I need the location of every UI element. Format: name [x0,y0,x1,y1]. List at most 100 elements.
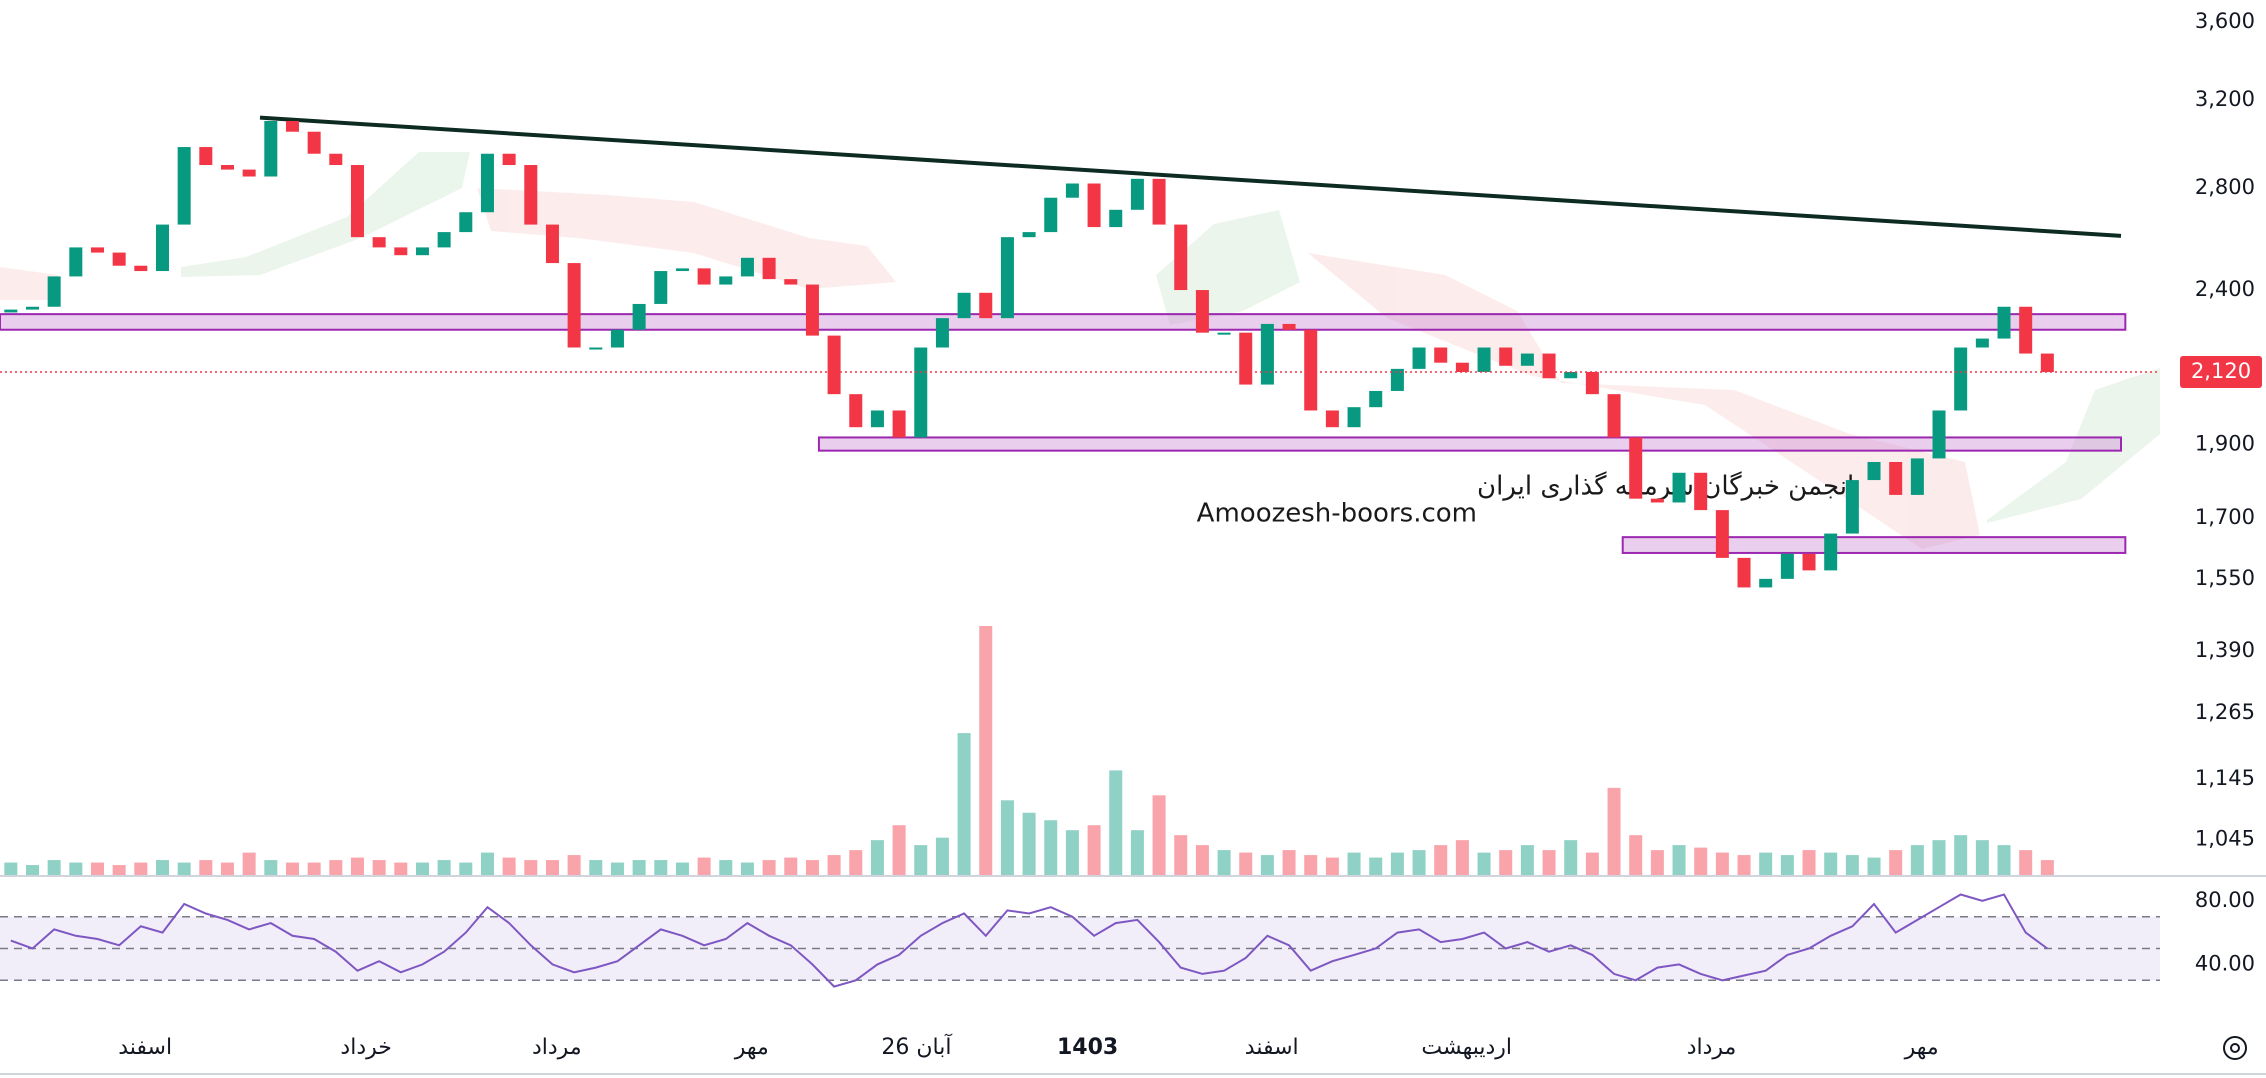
candle [1845,480,1859,534]
candle [1369,390,1383,408]
volume-bar [2040,860,2054,875]
volume-bar [567,855,581,875]
volume-bar [90,862,104,875]
candle [2019,306,2033,354]
volume-bar [1585,852,1599,875]
volume-bar [480,852,494,875]
candle [1564,371,1578,379]
candle [892,410,906,438]
x-tick-label: مرداد [1687,1035,1737,1060]
volume-bar [524,860,538,875]
icon-ring[interactable] [2223,1036,2247,1060]
candle [1672,472,1686,503]
candle [1434,347,1448,363]
icon-core[interactable] [2230,1043,2240,1053]
candle [1867,461,1881,481]
x-tick-label: مرداد [532,1035,582,1060]
candle [1109,209,1123,228]
rsi-line [10,893,2048,988]
volume-bar [264,860,278,875]
volume-bar [632,860,646,875]
y-tick-label: 1,145 [2195,766,2255,790]
volume-bar [957,733,971,875]
candle [1217,332,1231,335]
candle [1910,458,1924,495]
volume-bar [220,862,234,875]
volume-bar [1824,852,1838,875]
settings-icon[interactable] [2223,1036,2247,1060]
volume-bar [1109,770,1123,875]
candle [264,120,278,177]
candle [155,224,169,272]
volume-bar [1130,830,1144,875]
candle [1195,290,1209,333]
candle [437,232,451,248]
candle [1499,347,1513,366]
volume-bar [1759,852,1773,875]
volume-bar [285,862,299,875]
candle [719,276,733,285]
volume-bar [805,860,819,875]
volume-bar [69,862,83,875]
volume-bar [415,862,429,875]
volume-bar [1607,787,1621,875]
volume-bar [1802,850,1816,875]
candle [1954,347,1968,411]
volume-bar [1715,852,1729,875]
candle [1022,232,1036,238]
candle [545,224,559,264]
volume-bar [1564,840,1578,875]
candle [784,279,798,285]
volume-bar [979,626,993,875]
volume-bar [1629,835,1643,875]
volume-bar [242,852,256,875]
candle [1412,347,1426,369]
candle [1304,329,1318,411]
candle [740,257,754,277]
x-tick-label: اسفند [118,1035,172,1060]
volume-bar [1434,845,1448,875]
candle [1087,183,1101,228]
candle [1694,472,1708,511]
trendline [259,115,2122,238]
candle [1044,197,1058,233]
volume-bar [329,860,343,875]
volume-bar [1282,850,1296,875]
rsi-tick-label: 80.00 [2195,888,2255,912]
candle [697,268,711,285]
volume-bar [47,860,61,875]
x-tick-label: خرداد [340,1035,391,1060]
candle [1824,533,1838,571]
y-tick-label: 2,800 [2195,175,2255,199]
candle [567,263,581,348]
candle [610,329,624,348]
volume-bar [1000,800,1014,875]
candle [914,347,928,438]
volume-bar [1087,825,1101,875]
volume-bar [784,857,798,875]
volume-bar [762,860,776,875]
candle [134,265,148,272]
candle [415,247,429,256]
volume-bar [1499,850,1513,875]
x-tick-label: 26 آبان [881,1033,952,1060]
y-tick-label: 1,045 [2195,826,2255,850]
candle [1325,410,1339,428]
watermark: Amoozesh-boors.com [1197,499,1477,529]
volume-bar [892,825,906,875]
candle [1715,510,1729,558]
cloud [1308,253,1980,549]
candle [1889,461,1903,495]
volume-bar [935,837,949,875]
volume-bar [870,840,884,875]
candle [329,153,343,166]
volume-bar [199,860,213,875]
volume-bar [155,860,169,875]
volume-bar [654,860,668,875]
candle [25,306,39,310]
candle [1802,553,1816,571]
candle [1000,237,1014,319]
candle [957,292,971,319]
x-tick-label: اسفند [1245,1035,1299,1060]
